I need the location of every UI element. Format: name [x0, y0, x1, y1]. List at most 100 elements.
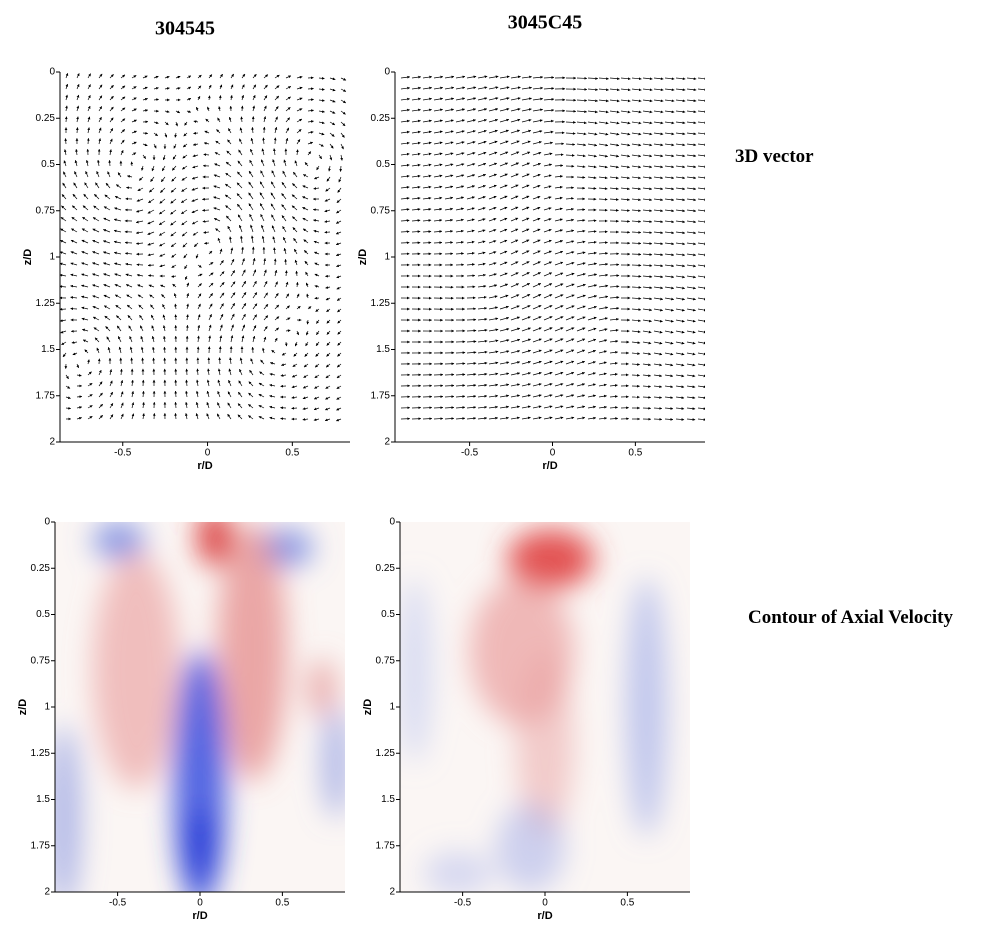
vector-arrow [103, 305, 111, 310]
contour-blob [321, 707, 345, 818]
x-tick-label: 0 [550, 448, 556, 459]
vector-arrow [499, 75, 510, 79]
vector-arrow [259, 181, 265, 189]
vector-arrow [186, 110, 192, 113]
vector-arrow [598, 284, 609, 288]
vector-arrow [598, 176, 608, 180]
vector-arrow [653, 286, 664, 290]
vector-arrow [466, 229, 475, 233]
vector-arrow [609, 328, 619, 332]
vector-arrow [697, 242, 705, 246]
vector-arrow [204, 130, 210, 134]
vector-arrow [488, 251, 497, 255]
vector-arrow [675, 352, 685, 356]
vector-arrow [587, 77, 599, 80]
vector-arrow [217, 390, 221, 398]
vector-arrow [642, 253, 653, 256]
y-tick-label: 1.25 [31, 748, 51, 759]
vector-arrow [697, 121, 705, 125]
vector-arrow [499, 339, 510, 343]
vector-arrow [598, 110, 609, 114]
vector-arrow [197, 264, 202, 268]
vector-arrow [160, 176, 166, 183]
vector-arrow [207, 95, 211, 101]
vector-arrow [543, 405, 553, 409]
vector-arrow [336, 286, 342, 290]
vector-arrow [260, 359, 265, 365]
vector-arrow [697, 418, 705, 421]
vector-arrow [238, 149, 243, 156]
vector-arrow [140, 335, 144, 343]
vector-arrow [335, 242, 342, 246]
x-tick-label: 0.5 [628, 448, 642, 459]
vector-arrow [499, 394, 510, 398]
vector-arrow [294, 160, 298, 167]
vector-arrow [521, 118, 532, 123]
vector-arrow [609, 77, 620, 81]
vector-arrow [307, 151, 312, 156]
vector-arrow [131, 86, 137, 90]
vector-arrow [113, 218, 122, 222]
vector-arrow [162, 304, 166, 310]
vector-arrow [316, 330, 320, 336]
vector-arrow [587, 349, 596, 354]
vector-arrow [477, 140, 487, 145]
vector-arrow [85, 170, 89, 178]
vector-arrow [675, 374, 685, 378]
vector-arrow [86, 137, 90, 145]
vector-arrow [510, 383, 521, 387]
vector-arrow [554, 405, 564, 409]
vector-arrow [532, 360, 542, 365]
vector-arrow [302, 385, 309, 389]
vector-arrow [65, 105, 68, 112]
vector-arrow [532, 327, 542, 332]
vector-arrow [324, 220, 331, 223]
vector-arrow [477, 262, 486, 266]
vector-arrow [65, 385, 71, 389]
vector-arrow [159, 209, 166, 215]
vector-arrow [455, 141, 465, 145]
vector-arrow [598, 77, 609, 80]
vector-arrow [81, 317, 89, 321]
vector-arrow [532, 140, 542, 145]
vector-arrow [455, 218, 464, 222]
vector-arrow [642, 341, 652, 345]
vector-arrow [697, 352, 705, 356]
vector-arrow [488, 206, 497, 211]
vector-arrow [521, 383, 531, 387]
vector-arrow [664, 374, 674, 378]
vector-arrow [237, 160, 243, 167]
vector-arrow [241, 246, 244, 255]
vector-arrow [631, 341, 641, 345]
vector-arrow [664, 352, 674, 356]
vector-arrow [174, 303, 177, 310]
vector-arrow [609, 350, 618, 354]
vector-arrow [203, 153, 210, 157]
vector-arrow [554, 360, 564, 365]
vector-arrow [230, 270, 236, 277]
vector-arrow [164, 87, 170, 90]
vector-arrow [117, 336, 122, 343]
vector-arrow [186, 86, 192, 90]
vector-arrow [697, 396, 705, 400]
vector-arrow [642, 198, 653, 202]
vector-arrow [477, 361, 488, 365]
vector-arrow [554, 229, 563, 233]
contour-blob [516, 651, 574, 837]
vector-arrow [208, 272, 214, 277]
vector-arrow [60, 330, 67, 334]
vector-arrow [576, 132, 587, 136]
vector-arrow [307, 120, 314, 123]
vector-arrow [576, 262, 586, 266]
vector-arrow [248, 181, 254, 189]
vector-arrow [98, 106, 103, 112]
vector-arrow [263, 315, 269, 321]
y-tick-label: 0.75 [31, 655, 51, 666]
y-tick-label: 0.25 [36, 113, 56, 124]
vector-arrow [296, 293, 300, 299]
vector-arrow [142, 86, 148, 90]
vector-arrow [477, 118, 487, 123]
vector-arrow [315, 352, 320, 357]
vector-arrow [337, 319, 342, 324]
vector-arrow [292, 183, 298, 189]
